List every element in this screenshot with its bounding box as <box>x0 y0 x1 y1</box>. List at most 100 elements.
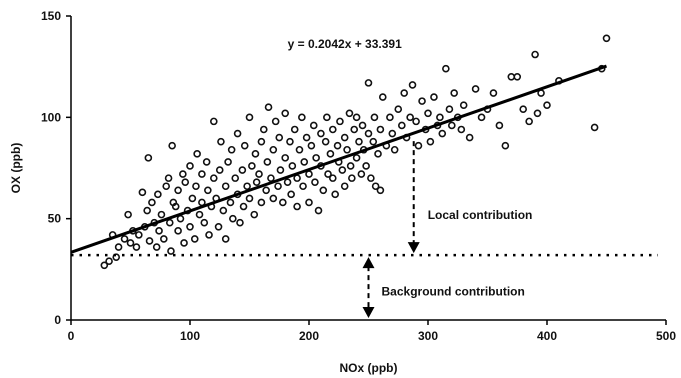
data-point <box>395 106 401 112</box>
data-point <box>256 171 262 177</box>
data-point <box>375 151 381 157</box>
data-point <box>313 155 319 161</box>
data-point <box>282 155 288 161</box>
data-point <box>437 114 443 120</box>
data-point <box>323 139 329 145</box>
data-point <box>415 143 421 149</box>
data-point <box>342 183 348 189</box>
data-point <box>264 159 270 165</box>
data-point <box>192 236 198 242</box>
data-point <box>288 191 294 197</box>
data-point <box>161 236 167 242</box>
data-point <box>147 238 153 244</box>
data-point <box>320 187 326 193</box>
data-point <box>270 147 276 153</box>
data-point <box>339 167 345 173</box>
data-point <box>282 110 288 116</box>
data-point <box>300 183 306 189</box>
data-point <box>335 143 341 149</box>
local-contribution-label: Local contribution <box>428 208 533 222</box>
data-point <box>175 228 181 234</box>
data-point <box>106 258 112 264</box>
data-point <box>197 212 203 218</box>
local-arrowhead-icon <box>408 242 420 253</box>
data-point <box>451 90 457 96</box>
data-point <box>275 183 281 189</box>
data-point <box>354 114 360 120</box>
data-point <box>244 183 250 189</box>
data-point <box>306 171 312 177</box>
data-point <box>247 195 253 201</box>
data-point <box>360 122 366 128</box>
data-point <box>354 155 360 161</box>
data-point <box>526 118 532 124</box>
data-point <box>187 163 193 169</box>
x-tick-label: 0 <box>68 329 75 343</box>
data-point <box>232 175 238 181</box>
y-tick-label: 0 <box>54 313 61 327</box>
data-point <box>330 175 336 181</box>
data-point <box>270 195 276 201</box>
data-point <box>306 199 312 205</box>
data-point <box>116 244 122 250</box>
data-point <box>263 187 269 193</box>
data-point <box>410 82 416 88</box>
data-point <box>316 208 322 214</box>
data-point <box>473 86 479 92</box>
data-point <box>261 126 267 132</box>
data-point <box>399 122 405 128</box>
data-point <box>366 80 372 86</box>
data-point <box>258 199 264 205</box>
data-point <box>366 131 372 137</box>
data-point <box>155 191 161 197</box>
data-point <box>189 195 195 201</box>
trendline-equation: y = 0.2042x + 33.391 <box>288 37 402 51</box>
x-tick-label: 500 <box>656 329 676 343</box>
data-point <box>136 232 142 238</box>
data-point <box>149 199 155 205</box>
data-point <box>401 90 407 96</box>
data-point <box>389 131 395 137</box>
data-point <box>180 171 186 177</box>
x-tick-label: 400 <box>537 329 557 343</box>
data-point <box>380 94 386 100</box>
data-point <box>308 143 314 149</box>
data-point <box>247 114 253 120</box>
data-point <box>252 151 258 157</box>
data-point <box>377 187 383 193</box>
data-point <box>287 139 293 145</box>
data-point <box>154 244 160 250</box>
data-point <box>254 179 260 185</box>
data-point <box>242 143 248 149</box>
data-point <box>467 135 473 141</box>
data-point <box>301 159 307 165</box>
data-point <box>268 175 274 181</box>
data-point <box>239 167 245 173</box>
y-tick-label: 100 <box>41 110 61 124</box>
y-tick-label: 150 <box>41 9 61 23</box>
data-point <box>204 159 210 165</box>
data-point <box>182 179 188 185</box>
data-point <box>249 163 255 169</box>
data-point <box>218 139 224 145</box>
data-point <box>427 139 433 145</box>
data-point <box>169 143 175 149</box>
data-point <box>223 236 229 242</box>
y-tick-label: 50 <box>48 212 62 226</box>
data-point <box>514 74 520 80</box>
data-point <box>166 175 172 181</box>
data-point <box>294 175 300 181</box>
data-point <box>363 163 369 169</box>
data-point <box>327 151 333 157</box>
data-point <box>122 236 128 242</box>
data-point <box>205 187 211 193</box>
data-point <box>167 220 173 226</box>
data-point <box>292 126 298 132</box>
data-point <box>358 171 364 177</box>
data-point <box>225 159 231 165</box>
data-point <box>502 143 508 149</box>
data-point <box>277 167 283 173</box>
data-point <box>592 124 598 130</box>
data-point <box>258 139 264 145</box>
